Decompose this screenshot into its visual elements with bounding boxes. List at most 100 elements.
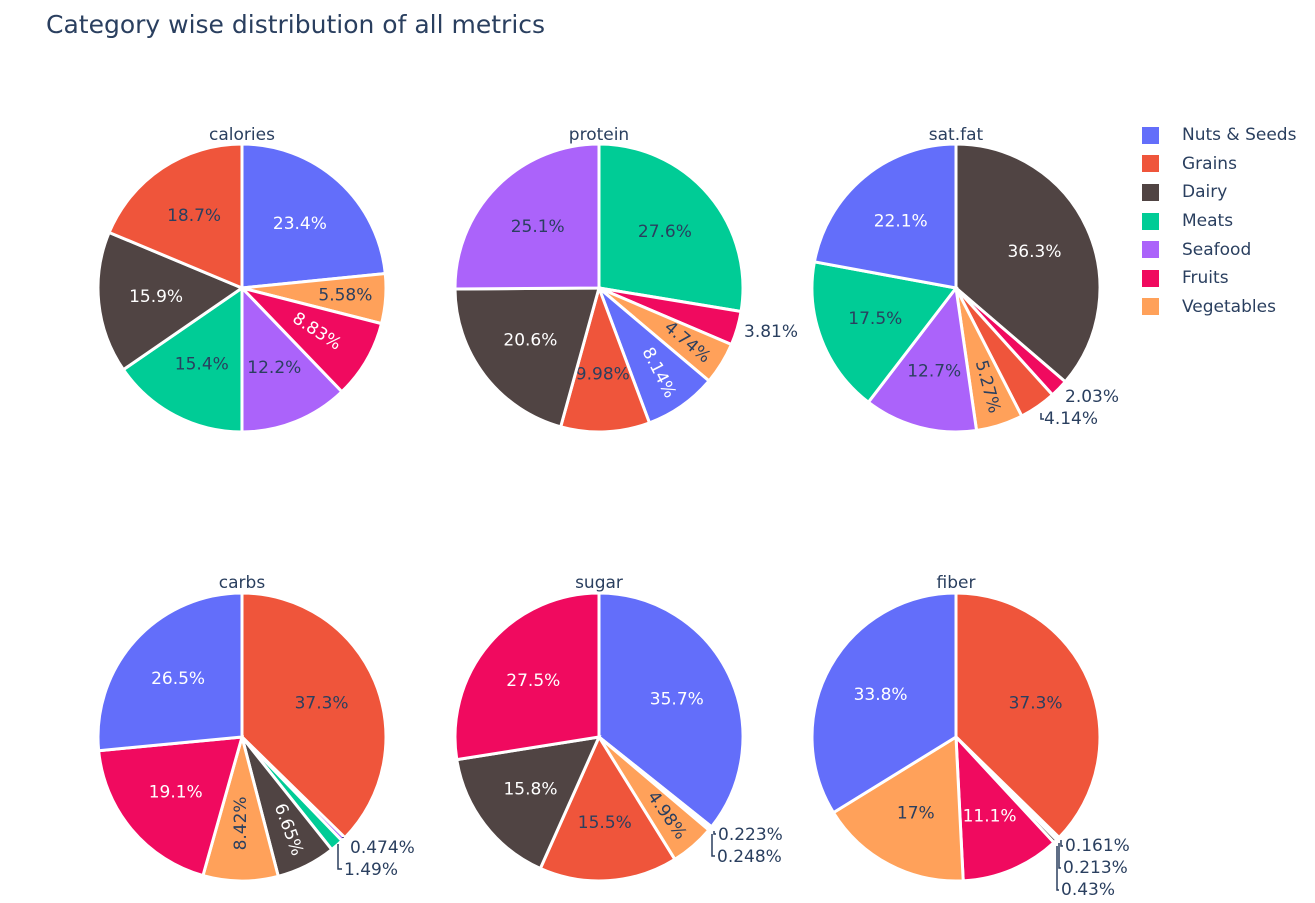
slice-label: 0.223% <box>718 825 783 845</box>
slice-label: 15.4% <box>175 355 229 375</box>
slice-label: 0.474% <box>350 838 415 858</box>
pie-title: protein <box>569 125 629 145</box>
slice-label: 25.1% <box>511 217 565 237</box>
slice-label: 8.42% <box>231 796 251 850</box>
pie-title: calories <box>209 125 275 145</box>
pie-title: fiber <box>937 573 976 593</box>
label-leader-line <box>1058 843 1061 869</box>
pie-slice-seafood[interactable] <box>240 284 344 434</box>
legend-label: Nuts & Seeds <box>1182 125 1297 146</box>
slice-label: 0.43% <box>1061 880 1115 900</box>
slice-label: 27.5% <box>506 671 560 691</box>
slice-label: 37.3% <box>295 694 349 714</box>
slice-label: 17.5% <box>848 309 902 329</box>
legend-swatch <box>1142 155 1159 173</box>
legend-swatch <box>1142 298 1159 316</box>
slice-label: 4.14% <box>1044 409 1098 429</box>
slice-label: 9.98% <box>576 364 630 384</box>
legend-label: Vegetables <box>1182 296 1276 317</box>
legend-label: Seafood <box>1182 239 1252 260</box>
pie-slice-nuts-seeds[interactable] <box>810 591 958 815</box>
legend-item-grains[interactable]: Grains <box>1142 150 1296 179</box>
pie-slice-dairy[interactable] <box>96 230 246 372</box>
pie-title: sugar <box>575 573 623 593</box>
pie-sugar: sugar35.7%0.223%0.248%4.98%15.5%15.8%27.… <box>453 573 783 883</box>
label-leader-line <box>1040 413 1044 420</box>
pie-slice-grains[interactable] <box>954 591 1102 840</box>
figure-title: Category wise distribution of all metric… <box>46 10 546 39</box>
pie-slice-fruits[interactable] <box>954 732 1057 883</box>
slice-label: 36.3% <box>1007 242 1061 262</box>
legend-swatch <box>1142 241 1159 259</box>
slice-label: 15.5% <box>578 813 632 833</box>
pie-slice-nuts-seeds[interactable] <box>812 142 958 290</box>
pie-slice-dairy[interactable] <box>954 142 1102 384</box>
slice-label: 27.6% <box>638 222 692 242</box>
slice-label: 22.1% <box>874 212 928 232</box>
pie-slice-grains[interactable] <box>107 142 244 291</box>
pie-title: carbs <box>219 573 266 593</box>
legend: Nuts & Seeds Grains Dairy Meats Seafood Fruit… <box>1142 121 1296 321</box>
slice-label: 5.58% <box>318 286 372 306</box>
label-leader-line <box>711 834 715 857</box>
slice-label: 17% <box>897 804 935 824</box>
label-leader-line <box>713 831 716 835</box>
pie-calories: calories23.4%5.58%8.83%12.2%15.4%15.9%18… <box>96 125 388 434</box>
pie-slice-meats[interactable] <box>810 260 959 405</box>
pie-slice-fruits[interactable] <box>453 591 601 762</box>
slice-label: 0.213% <box>1063 858 1128 878</box>
slice-label: 12.2% <box>247 358 301 378</box>
pie-slice-dairy[interactable] <box>455 735 602 871</box>
slice-label: 12.7% <box>907 362 961 382</box>
slice-label: 15.9% <box>129 287 183 307</box>
legend-item-nuts-seeds[interactable]: Nuts & Seeds <box>1142 121 1296 150</box>
pie-slice-grains[interactable] <box>558 283 652 434</box>
slice-label: 1.49% <box>344 860 398 880</box>
pie-slice-grains[interactable] <box>538 733 677 883</box>
pie-slice-meats[interactable] <box>121 285 244 434</box>
pie-slice-seafood[interactable] <box>866 284 979 434</box>
slice-label: 0.161% <box>1065 836 1130 856</box>
legend-swatch <box>1142 212 1159 230</box>
legend-swatch <box>1142 269 1159 287</box>
slice-label: 26.5% <box>151 669 205 689</box>
slice-label: 0.248% <box>717 847 782 867</box>
label-leader-line <box>1056 846 1059 891</box>
pie-slice-nuts-seeds[interactable] <box>240 142 387 290</box>
pie-slice-grains[interactable] <box>240 591 388 840</box>
legend-item-fruits[interactable]: Fruits <box>1142 264 1296 293</box>
pie-slice-meats[interactable] <box>597 142 745 314</box>
slice-label: 33.8% <box>854 685 908 705</box>
legend-item-vegetables[interactable]: Vegetables <box>1142 293 1296 322</box>
legend-label: Meats <box>1182 211 1234 232</box>
legend-swatch <box>1142 126 1159 144</box>
legend-label: Dairy <box>1182 182 1228 203</box>
slice-label: 2.03% <box>1065 387 1119 407</box>
pie-slice-dairy[interactable] <box>453 286 601 429</box>
pie-fiber: fiber 37.3% 0.161%0.213%0.43% 11.1% 17% 33.8% <box>810 573 1130 900</box>
label-leader-line <box>337 844 342 870</box>
slice-label: 15.8% <box>503 780 557 800</box>
slice-label: 37.3% <box>1009 693 1063 713</box>
pie-slice-seafood[interactable] <box>453 142 601 291</box>
pie-slice-nuts-seeds[interactable] <box>597 591 745 829</box>
pie-sat-fat: sat.fat36.3%2.03%4.14%5.27%12.7%17.5%22.… <box>810 125 1119 434</box>
slice-label: 19.1% <box>149 782 203 802</box>
legend-item-seafood[interactable]: Seafood <box>1142 235 1296 264</box>
legend-label: Grains <box>1182 153 1237 174</box>
label-leader-line <box>1060 840 1063 847</box>
slice-label: 18.7% <box>167 206 221 226</box>
pie-slice-vegetables[interactable] <box>831 734 965 883</box>
pie-title: sat.fat <box>929 125 984 145</box>
legend-item-dairy[interactable]: Dairy <box>1142 178 1296 207</box>
slice-label: 20.6% <box>503 331 557 351</box>
legend-label: Fruits <box>1182 268 1229 289</box>
slice-label: 35.7% <box>650 690 704 710</box>
slice-label: 23.4% <box>273 214 327 234</box>
legend-swatch <box>1142 183 1159 201</box>
pie-slice-nuts-seeds[interactable] <box>96 591 244 753</box>
slice-label: 11.1% <box>963 807 1017 827</box>
legend-item-meats[interactable]: Meats <box>1142 207 1296 236</box>
pie-slice-fruits[interactable] <box>97 735 245 878</box>
